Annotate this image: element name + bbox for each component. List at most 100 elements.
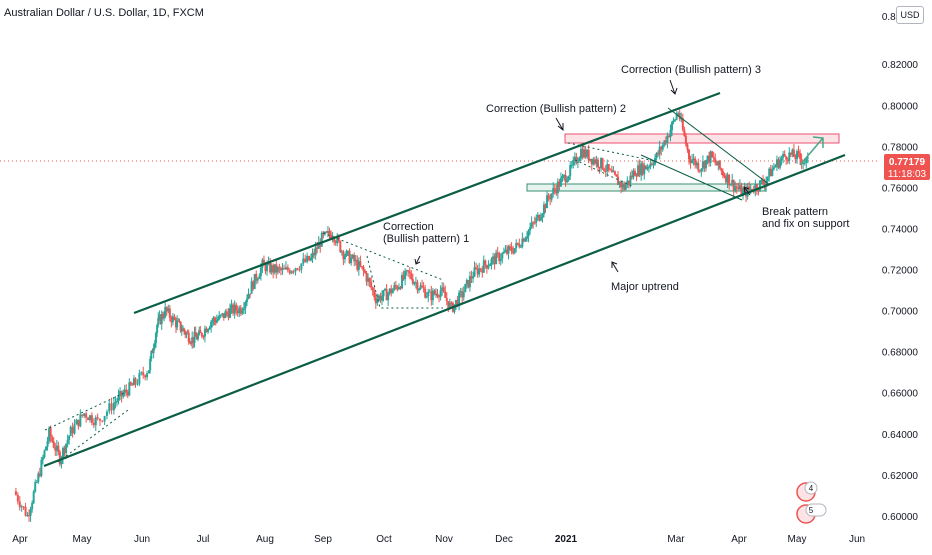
- candle-body: [273, 264, 276, 273]
- candle-body: [688, 149, 690, 160]
- candle-body: [637, 165, 640, 177]
- candle-body: [416, 282, 419, 291]
- candle-body: [68, 435, 71, 440]
- price-label-countdown: 11:18:03: [888, 169, 927, 180]
- candle-body: [24, 506, 27, 516]
- candle-body: [782, 153, 785, 158]
- annotation-text: Correction: [383, 221, 434, 233]
- candle-body: [202, 336, 205, 338]
- candle-body: [632, 170, 635, 178]
- event-badges[interactable]: 4 5: [796, 481, 827, 524]
- x-tick-label: Aug: [256, 534, 274, 545]
- y-tick-label: 0.64000: [882, 430, 919, 441]
- channel-top-line[interactable]: [133, 91, 721, 315]
- candle-body: [655, 152, 658, 159]
- candle-body: [90, 415, 93, 423]
- candle-body: [504, 249, 507, 253]
- candle-body: [320, 232, 323, 247]
- candle-body: [229, 308, 231, 318]
- candle-body: [399, 287, 402, 289]
- candle-body: [158, 315, 161, 319]
- candle-body: [195, 336, 198, 340]
- candle-body: [481, 269, 484, 273]
- candle-body: [526, 236, 528, 239]
- candle-body: [698, 170, 701, 172]
- candle-body: [684, 136, 687, 145]
- candle-body: [592, 159, 595, 165]
- candle-body: [559, 178, 562, 187]
- candle-body: [83, 413, 86, 416]
- candle-body: [593, 159, 596, 164]
- candle-body: [388, 288, 391, 294]
- candle-body: [167, 308, 170, 312]
- candle-body: [364, 270, 366, 273]
- candle-body: [672, 120, 675, 123]
- candle-body: [171, 316, 174, 323]
- candle-body: [519, 246, 522, 248]
- candle-body: [472, 276, 474, 279]
- candle-body: [264, 263, 267, 272]
- candle-body: [18, 501, 21, 508]
- candle-body: [288, 270, 291, 274]
- candle-body: [532, 222, 535, 224]
- candle-body: [334, 241, 337, 244]
- candle-body: [482, 260, 485, 273]
- x-tick-label: 2021: [555, 534, 578, 545]
- candle-body: [550, 193, 553, 200]
- price-axis[interactable]: 0.840000.820000.800000.780000.760000.740…: [882, 12, 919, 523]
- candle-body: [152, 348, 155, 354]
- candle-body: [680, 118, 683, 120]
- candle-body: [153, 343, 156, 349]
- candle-body: [110, 403, 113, 411]
- candle-body: [371, 287, 374, 291]
- candle-body: [487, 265, 490, 269]
- badge-4[interactable]: [804, 481, 818, 495]
- candle-body: [459, 291, 462, 293]
- candle-body: [509, 246, 512, 248]
- candle-body: [561, 176, 564, 179]
- candle-body: [515, 242, 518, 249]
- candle-body: [367, 278, 370, 282]
- candle-body: [200, 333, 203, 337]
- candle-body: [453, 304, 456, 312]
- chart-title: Australian Dollar / U.S. Dollar, 1D, FXC…: [4, 7, 204, 19]
- candle-body: [120, 391, 123, 397]
- candle-body: [467, 280, 470, 288]
- candle-body: [117, 395, 120, 402]
- time-axis[interactable]: Apr May Jun Jul Aug Sep Oct Nov Dec 2021 Mar Apr May…: [12, 534, 865, 545]
- candle-body: [211, 321, 214, 323]
- y-tick-label: 0.62000: [882, 471, 919, 482]
- candle-body: [252, 281, 255, 289]
- candle-body: [393, 285, 396, 290]
- candle-body: [345, 250, 348, 257]
- currency-button[interactable]: USD: [896, 6, 924, 24]
- y-tick-label: 0.66000: [882, 389, 919, 400]
- candle-body: [330, 234, 333, 239]
- candle-body: [272, 265, 275, 273]
- candle-body: [88, 415, 91, 421]
- candle-body: [465, 280, 468, 285]
- candle-body: [701, 161, 704, 169]
- candle-body: [233, 304, 236, 314]
- candle-body: [726, 174, 729, 183]
- candle-body: [396, 286, 399, 290]
- candle-body: [678, 112, 681, 120]
- candle-body: [740, 185, 743, 196]
- candle-body: [259, 267, 262, 277]
- candle-body: [57, 445, 60, 452]
- channel-bottom-line[interactable]: [43, 153, 846, 468]
- candle-body: [296, 268, 299, 270]
- x-tick-label: Jun: [849, 534, 865, 545]
- candle-body: [772, 167, 775, 170]
- candle-body: [275, 264, 278, 273]
- candle-body: [580, 149, 582, 159]
- candle-body: [448, 302, 451, 309]
- annotation-text: Correction (Bullish pattern) 3: [621, 64, 761, 76]
- candle-body: [108, 403, 111, 412]
- candle-body: [533, 222, 536, 224]
- candle-body: [694, 158, 697, 166]
- candle-body: [362, 267, 365, 271]
- candle-body: [757, 190, 760, 192]
